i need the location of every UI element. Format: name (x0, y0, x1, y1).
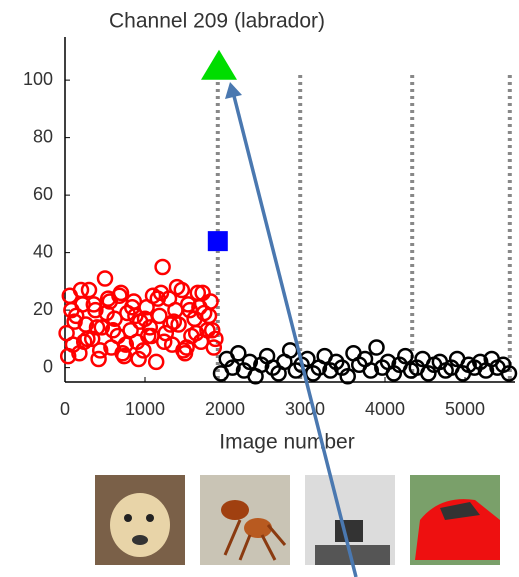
ant-body (244, 518, 272, 538)
x-tick-label: 0 (60, 399, 70, 419)
dog-nose (132, 535, 148, 545)
x-tick-label: 2000 (205, 399, 245, 419)
arrow-head (225, 82, 242, 99)
x-tick-label: 1000 (125, 399, 165, 419)
data-point (201, 50, 237, 80)
data-point (98, 272, 112, 286)
y-tick-label: 80 (33, 126, 53, 146)
data-point (170, 280, 184, 294)
y-tick-label: 100 (23, 69, 53, 89)
dog-eye (124, 514, 132, 522)
x-tick-label: 5000 (445, 399, 485, 419)
chart: Channel 209 (labrador) Image number 0 20 4… (0, 0, 519, 577)
y-tick-label: 20 (33, 299, 53, 319)
data-point (283, 343, 297, 357)
x-axis-title: Image number (219, 431, 354, 454)
y-tick-label: 60 (33, 184, 53, 204)
data-point (370, 341, 384, 355)
data-point (208, 332, 222, 346)
dog-head (110, 493, 170, 557)
x-tick-label: 4000 (365, 399, 405, 419)
office-monitor (335, 520, 363, 542)
dog-eye (146, 514, 154, 522)
data-point (208, 231, 228, 251)
data-point (149, 355, 163, 369)
data-point (157, 335, 171, 349)
y-tick-label: 0 (43, 356, 53, 376)
chart-title: Channel 209 (labrador) (109, 10, 325, 33)
thumbnails (95, 475, 500, 565)
y-tick-label: 40 (33, 241, 53, 261)
data-point (156, 260, 170, 274)
ant-head (221, 500, 249, 520)
x-tick-label: 3000 (285, 399, 325, 419)
